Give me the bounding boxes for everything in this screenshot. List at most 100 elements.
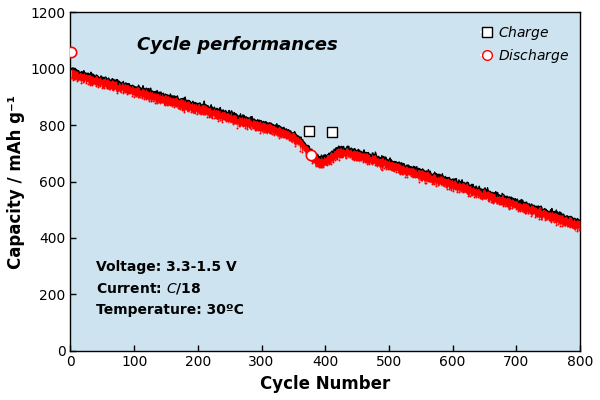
Point — [250, 126, 259, 133]
Point — [347, 156, 357, 162]
Point — [97, 84, 106, 91]
Point — [530, 214, 540, 220]
Point — [382, 166, 391, 172]
Point — [504, 206, 514, 212]
Point — [188, 109, 198, 116]
Point — [314, 164, 324, 170]
Point — [437, 180, 446, 187]
Point — [230, 120, 240, 127]
Point — [181, 106, 191, 112]
Point — [406, 173, 416, 179]
Point — [162, 102, 172, 108]
Point — [538, 213, 548, 220]
Point — [335, 154, 345, 160]
Point — [120, 89, 130, 96]
Point — [567, 224, 577, 231]
Point — [452, 189, 462, 196]
Point — [299, 147, 309, 154]
Point — [303, 154, 313, 160]
Point — [193, 111, 202, 117]
Point — [355, 157, 364, 163]
Point — [496, 201, 506, 207]
Point — [544, 217, 553, 224]
Point — [383, 166, 393, 172]
Point — [152, 100, 162, 106]
Point — [525, 210, 535, 216]
Point — [322, 162, 332, 168]
Point — [271, 131, 280, 138]
Point — [304, 128, 314, 134]
Point — [70, 76, 80, 83]
Point — [214, 118, 223, 124]
Point — [561, 221, 571, 228]
Point — [221, 118, 230, 124]
Point — [416, 176, 425, 183]
Point — [259, 129, 269, 136]
Point — [389, 168, 399, 174]
Point — [101, 83, 110, 90]
Point — [272, 131, 282, 138]
Point — [124, 90, 133, 96]
Point — [521, 210, 530, 216]
Point — [293, 140, 303, 147]
Point — [398, 171, 408, 177]
Point — [78, 78, 88, 85]
Point — [74, 76, 83, 82]
Point — [338, 154, 347, 161]
Point — [158, 98, 167, 105]
Point — [91, 82, 101, 89]
Point — [550, 219, 559, 226]
Point — [317, 163, 326, 170]
Point — [131, 93, 141, 100]
Point — [277, 134, 286, 140]
Point — [519, 209, 529, 216]
Point — [454, 188, 464, 195]
Point — [410, 174, 420, 180]
Point — [72, 78, 82, 84]
Point — [313, 163, 322, 170]
Point — [439, 183, 448, 189]
Point — [563, 223, 572, 229]
Legend: $\it{Charge}$, $\it{Discharge}$: $\it{Charge}$, $\it{Discharge}$ — [477, 19, 573, 69]
Point — [532, 213, 542, 219]
Point — [95, 83, 104, 89]
Point — [448, 188, 458, 194]
Point — [263, 128, 272, 134]
Point — [307, 152, 316, 158]
Point — [467, 192, 477, 198]
Point — [514, 208, 523, 214]
Point — [267, 131, 277, 137]
Point — [309, 158, 319, 165]
Point — [391, 168, 401, 175]
Point — [215, 117, 225, 124]
Point — [143, 95, 152, 102]
Point — [190, 110, 200, 116]
Point — [445, 186, 454, 192]
Point — [565, 224, 574, 230]
Point — [223, 118, 233, 124]
Point — [141, 96, 151, 102]
Point — [408, 174, 418, 180]
Point — [374, 162, 383, 168]
Point — [380, 165, 389, 171]
Point — [349, 156, 359, 163]
Point — [485, 198, 494, 204]
Point — [269, 132, 278, 138]
Point — [284, 137, 293, 144]
Point — [173, 105, 183, 111]
Point — [110, 85, 120, 92]
Point — [546, 218, 556, 225]
Point — [320, 161, 330, 168]
Point — [471, 194, 481, 200]
Point — [280, 134, 290, 140]
Point — [397, 170, 406, 177]
Point — [187, 108, 196, 115]
Point — [523, 210, 532, 216]
Point — [296, 148, 305, 154]
Point — [464, 192, 473, 199]
Point — [229, 121, 238, 128]
Point — [67, 49, 76, 55]
Text: Cycle performances: Cycle performances — [137, 36, 337, 54]
Point — [351, 157, 361, 164]
Point — [359, 158, 368, 165]
